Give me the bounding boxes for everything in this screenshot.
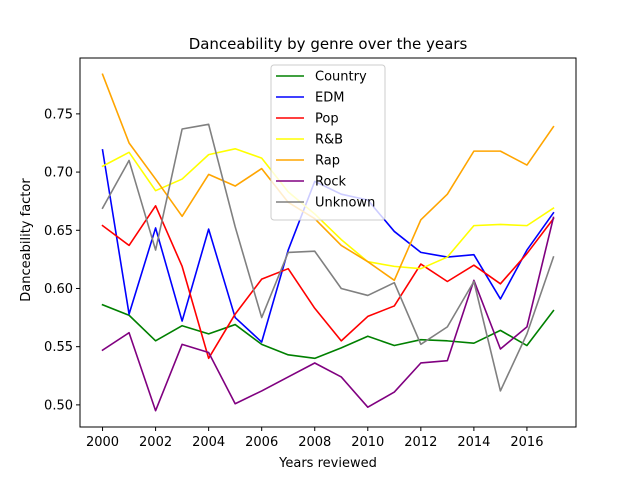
- legend-label-unknown: Unknown: [315, 196, 375, 211]
- series-line-rb: [101, 147, 555, 270]
- x-tick-label: 2004: [192, 435, 225, 450]
- series-line-rock: [101, 216, 555, 412]
- y-tick-label: 0.55: [44, 340, 73, 355]
- series-line-rap: [101, 73, 555, 282]
- y-tick-label: 0.75: [44, 107, 73, 122]
- x-tick-label: 2012: [404, 435, 437, 450]
- axes: 2000 2002 2004 2006 2008 2010 2012 2014 2016 0.50…: [44, 57, 577, 450]
- legend-label-rock: Rock: [315, 175, 347, 190]
- legend-label-rap: Rap: [315, 154, 340, 169]
- y-tick-label: 0.50: [44, 398, 73, 413]
- y-tick-label: 0.70: [44, 166, 73, 181]
- axes-frame: [79, 57, 577, 428]
- x-tick-label: 2014: [457, 435, 490, 450]
- x-tick-label: 2002: [139, 435, 172, 450]
- legend-label-pop: Pop: [315, 112, 339, 127]
- legend-label-edm: EDM: [315, 91, 344, 106]
- legend-label-country: Country: [315, 70, 367, 85]
- y-axis-label: Danceability factor: [19, 178, 34, 302]
- x-tick-label: 2016: [510, 435, 543, 450]
- x-tick-label: 2006: [245, 435, 278, 450]
- legend: Country EDM Pop R&B Rap Rock Unknown: [270, 64, 386, 221]
- legend-label-rb: R&B: [315, 133, 343, 148]
- y-tick-label: 0.65: [44, 224, 73, 239]
- x-tick-label: 2000: [86, 435, 119, 450]
- x-tick-label: 2008: [298, 435, 331, 450]
- series-line-pop: [101, 205, 555, 360]
- series-line-country: [101, 303, 555, 360]
- x-tick-label: 2010: [351, 435, 384, 450]
- y-tick-label: 0.60: [44, 282, 73, 297]
- series-line-unknown: [101, 123, 555, 392]
- x-axis-label: Years reviewed: [278, 456, 377, 471]
- chart-title: Danceability by genre over the years: [189, 35, 468, 53]
